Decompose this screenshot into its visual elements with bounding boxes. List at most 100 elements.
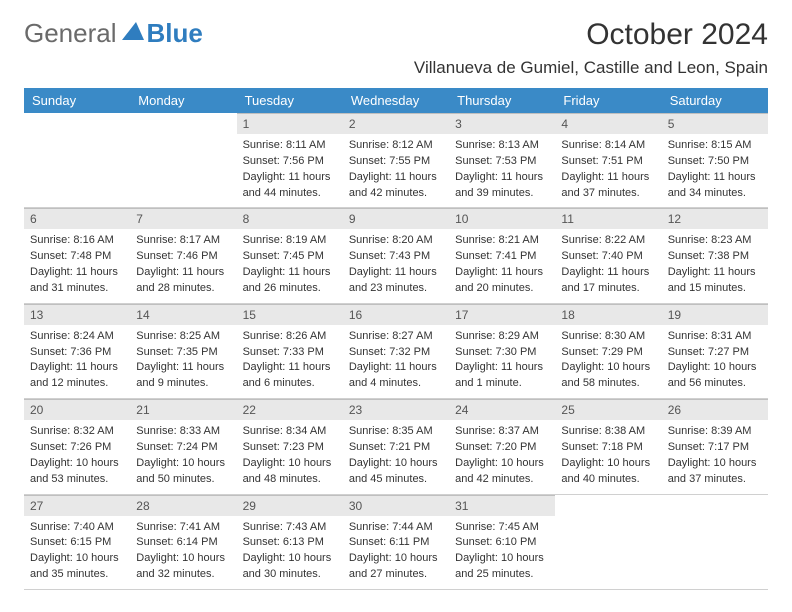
daylight-text-1: Daylight: 11 hours: [455, 360, 549, 375]
daylight-text-1: Daylight: 10 hours: [668, 456, 762, 471]
sunset-text: Sunset: 7:46 PM: [136, 249, 230, 264]
sunset-text: Sunset: 6:11 PM: [349, 535, 443, 550]
month-title: October 2024: [414, 18, 768, 52]
daylight-text-2: and 37 minutes.: [561, 186, 655, 201]
calendar-table: Sunday Monday Tuesday Wednesday Thursday…: [24, 88, 768, 590]
daylight-text-1: Daylight: 11 hours: [30, 360, 124, 375]
daylight-text-2: and 26 minutes.: [243, 281, 337, 296]
day-header: Wednesday: [343, 88, 449, 113]
day-number: 20: [24, 399, 130, 420]
daylight-text-2: and 48 minutes.: [243, 472, 337, 487]
title-block: October 2024 Villanueva de Gumiel, Casti…: [414, 18, 768, 78]
calendar-week-row: 6Sunrise: 8:16 AMSunset: 7:48 PMDaylight…: [24, 208, 768, 303]
daylight-text-1: Daylight: 11 hours: [30, 265, 124, 280]
day-info: Sunrise: 8:15 AMSunset: 7:50 PMDaylight:…: [662, 134, 768, 207]
daylight-text-2: and 15 minutes.: [668, 281, 762, 296]
day-info: Sunrise: 8:22 AMSunset: 7:40 PMDaylight:…: [555, 229, 661, 302]
day-info: Sunrise: 7:41 AMSunset: 6:14 PMDaylight:…: [130, 516, 236, 589]
sunset-text: Sunset: 7:55 PM: [349, 154, 443, 169]
day-info: Sunrise: 8:16 AMSunset: 7:48 PMDaylight:…: [24, 229, 130, 302]
calendar-cell: 11Sunrise: 8:22 AMSunset: 7:40 PMDayligh…: [555, 208, 661, 303]
daylight-text-1: Daylight: 10 hours: [561, 456, 655, 471]
sunrise-text: Sunrise: 8:30 AM: [561, 329, 655, 344]
calendar-cell: 10Sunrise: 8:21 AMSunset: 7:41 PMDayligh…: [449, 208, 555, 303]
daylight-text-1: Daylight: 11 hours: [455, 170, 549, 185]
sunrise-text: Sunrise: 8:39 AM: [668, 424, 762, 439]
daylight-text-2: and 28 minutes.: [136, 281, 230, 296]
calendar-cell: 6Sunrise: 8:16 AMSunset: 7:48 PMDaylight…: [24, 208, 130, 303]
calendar-cell: 31Sunrise: 7:45 AMSunset: 6:10 PMDayligh…: [449, 494, 555, 589]
logo-text-1: General: [24, 18, 117, 49]
daylight-text-1: Daylight: 11 hours: [561, 170, 655, 185]
sunrise-text: Sunrise: 8:37 AM: [455, 424, 549, 439]
day-info: Sunrise: 8:38 AMSunset: 7:18 PMDaylight:…: [555, 420, 661, 493]
daylight-text-1: Daylight: 10 hours: [455, 456, 549, 471]
sunrise-text: Sunrise: 8:31 AM: [668, 329, 762, 344]
day-number: 7: [130, 208, 236, 229]
day-number: 29: [237, 495, 343, 516]
sunrise-text: Sunrise: 8:20 AM: [349, 233, 443, 248]
calendar-cell: 15Sunrise: 8:26 AMSunset: 7:33 PMDayligh…: [237, 303, 343, 398]
day-header: Friday: [555, 88, 661, 113]
daylight-text-1: Daylight: 11 hours: [668, 170, 762, 185]
sunset-text: Sunset: 6:15 PM: [30, 535, 124, 550]
day-header: Tuesday: [237, 88, 343, 113]
daylight-text-1: Daylight: 11 hours: [349, 170, 443, 185]
day-info: Sunrise: 8:21 AMSunset: 7:41 PMDaylight:…: [449, 229, 555, 302]
daylight-text-2: and 17 minutes.: [561, 281, 655, 296]
header: General Blue October 2024 Villanueva de …: [24, 18, 768, 78]
day-header: Thursday: [449, 88, 555, 113]
daylight-text-1: Daylight: 10 hours: [668, 360, 762, 375]
daylight-text-1: Daylight: 11 hours: [136, 265, 230, 280]
sunrise-text: Sunrise: 8:25 AM: [136, 329, 230, 344]
daylight-text-1: Daylight: 10 hours: [243, 456, 337, 471]
calendar-cell: 16Sunrise: 8:27 AMSunset: 7:32 PMDayligh…: [343, 303, 449, 398]
day-number: 9: [343, 208, 449, 229]
daylight-text-1: Daylight: 11 hours: [561, 265, 655, 280]
calendar-cell: 7Sunrise: 8:17 AMSunset: 7:46 PMDaylight…: [130, 208, 236, 303]
day-number: 22: [237, 399, 343, 420]
sunrise-text: Sunrise: 8:17 AM: [136, 233, 230, 248]
sunrise-text: Sunrise: 7:44 AM: [349, 520, 443, 535]
daylight-text-1: Daylight: 11 hours: [668, 265, 762, 280]
sunset-text: Sunset: 7:56 PM: [243, 154, 337, 169]
day-header: Sunday: [24, 88, 130, 113]
calendar-cell: 2Sunrise: 8:12 AMSunset: 7:55 PMDaylight…: [343, 113, 449, 208]
day-number: 6: [24, 208, 130, 229]
daylight-text-2: and 58 minutes.: [561, 376, 655, 391]
day-info: Sunrise: 8:23 AMSunset: 7:38 PMDaylight:…: [662, 229, 768, 302]
daylight-text-1: Daylight: 10 hours: [30, 456, 124, 471]
day-number: 24: [449, 399, 555, 420]
day-number: 18: [555, 304, 661, 325]
sunset-text: Sunset: 6:10 PM: [455, 535, 549, 550]
calendar-cell: 4Sunrise: 8:14 AMSunset: 7:51 PMDaylight…: [555, 113, 661, 208]
sunrise-text: Sunrise: 8:32 AM: [30, 424, 124, 439]
daylight-text-1: Daylight: 10 hours: [136, 456, 230, 471]
day-number: 3: [449, 113, 555, 134]
day-number: 28: [130, 495, 236, 516]
sunset-text: Sunset: 7:24 PM: [136, 440, 230, 455]
day-info: Sunrise: 8:17 AMSunset: 7:46 PMDaylight:…: [130, 229, 236, 302]
daylight-text-2: and 45 minutes.: [349, 472, 443, 487]
daylight-text-2: and 53 minutes.: [30, 472, 124, 487]
sunrise-text: Sunrise: 8:22 AM: [561, 233, 655, 248]
day-info: Sunrise: 8:39 AMSunset: 7:17 PMDaylight:…: [662, 420, 768, 493]
sunset-text: Sunset: 7:29 PM: [561, 345, 655, 360]
day-info: Sunrise: 8:32 AMSunset: 7:26 PMDaylight:…: [24, 420, 130, 493]
day-info: Sunrise: 8:19 AMSunset: 7:45 PMDaylight:…: [237, 229, 343, 302]
daylight-text-1: Daylight: 11 hours: [243, 360, 337, 375]
calendar-cell: 24Sunrise: 8:37 AMSunset: 7:20 PMDayligh…: [449, 399, 555, 494]
sunrise-text: Sunrise: 8:14 AM: [561, 138, 655, 153]
calendar-week-row: ....1Sunrise: 8:11 AMSunset: 7:56 PMDayl…: [24, 113, 768, 208]
daylight-text-2: and 12 minutes.: [30, 376, 124, 391]
daylight-text-2: and 42 minutes.: [349, 186, 443, 201]
day-number: 14: [130, 304, 236, 325]
day-info: Sunrise: 7:43 AMSunset: 6:13 PMDaylight:…: [237, 516, 343, 589]
day-number: 21: [130, 399, 236, 420]
sunrise-text: Sunrise: 8:33 AM: [136, 424, 230, 439]
sunset-text: Sunset: 7:35 PM: [136, 345, 230, 360]
calendar-cell: ..: [555, 494, 661, 589]
calendar-cell: 1Sunrise: 8:11 AMSunset: 7:56 PMDaylight…: [237, 113, 343, 208]
day-info: Sunrise: 8:34 AMSunset: 7:23 PMDaylight:…: [237, 420, 343, 493]
day-info: Sunrise: 8:12 AMSunset: 7:55 PMDaylight:…: [343, 134, 449, 207]
